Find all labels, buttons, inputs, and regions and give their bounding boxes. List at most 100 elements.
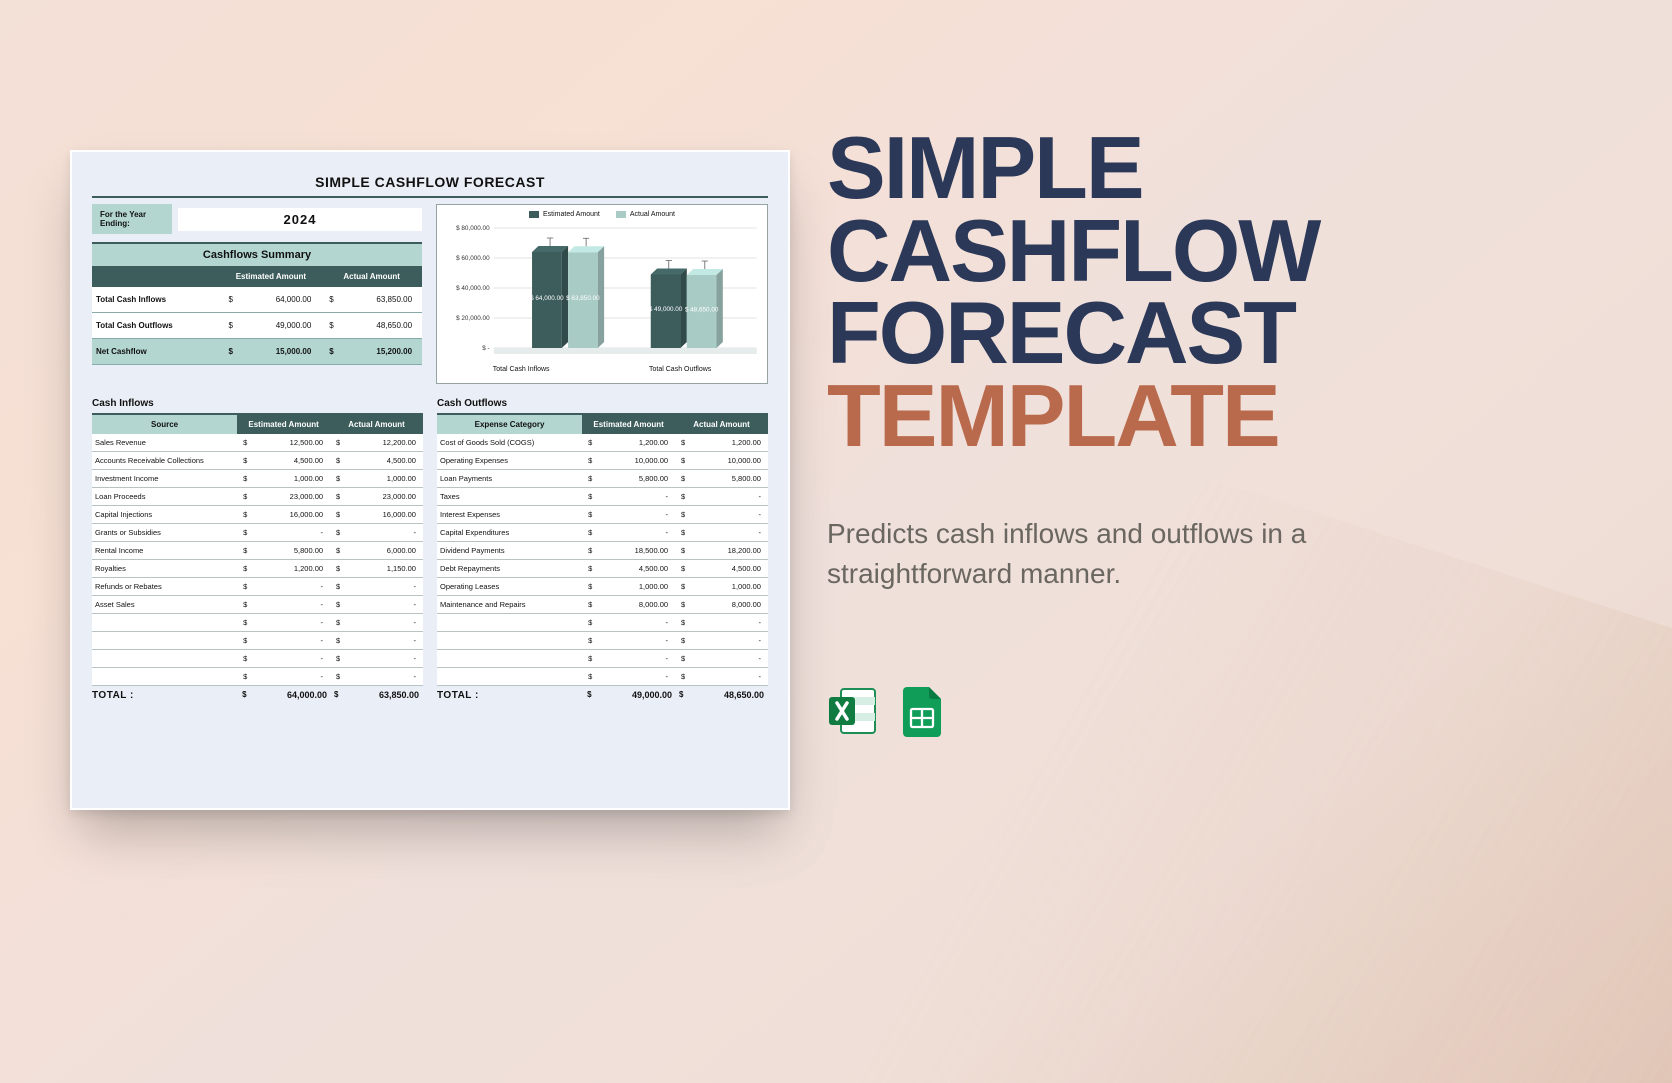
table-row: Operating Expenses$10,000.00$10,000.00 — [437, 452, 768, 470]
row-act: 6,000.00 — [340, 546, 420, 555]
table-row: Capital Expenditures$-$- — [437, 524, 768, 542]
legend-act: Actual Amount — [630, 211, 675, 218]
table-row: Refunds or Rebates$-$- — [92, 578, 423, 596]
summary-col-act: Actual Amount — [321, 266, 422, 287]
row-source — [437, 614, 582, 631]
table-row: Royalties$1,200.00$1,150.00 — [92, 560, 423, 578]
row-source — [437, 632, 582, 649]
row-est: - — [247, 582, 327, 591]
inflows-col-src: Source — [92, 415, 237, 434]
row-est: 5,800.00 — [247, 546, 327, 555]
row-est: - — [247, 636, 327, 645]
row-source: Refunds or Rebates — [92, 578, 237, 595]
svg-text:$ -: $ - — [482, 345, 489, 352]
inflows-col-est: Estimated Amount — [237, 415, 330, 434]
table-row: Accounts Receivable Collections$4,500.00… — [92, 452, 423, 470]
row-act: - — [685, 654, 765, 663]
sheet-title: SIMPLE CASHFLOW FORECAST — [92, 170, 768, 196]
outflows-total-est: 49,000.00 — [592, 690, 676, 701]
row-est: - — [592, 654, 672, 663]
row-act: - — [685, 636, 765, 645]
row-source: Debt Repayments — [437, 560, 582, 577]
row-act: - — [340, 654, 420, 663]
table-row: Interest Expenses$-$- — [437, 506, 768, 524]
title-accent: Template — [827, 375, 1567, 458]
summary-row-act: 63,850.00 — [334, 295, 418, 304]
row-source: Royalties — [92, 560, 237, 577]
row-act: 8,000.00 — [685, 600, 765, 609]
table-row: Capital Injections$16,000.00$16,000.00 — [92, 506, 423, 524]
table-row: $-$- — [92, 632, 423, 650]
row-act: - — [340, 618, 420, 627]
row-act: 10,000.00 — [685, 456, 765, 465]
inflows-table: Cash Inflows Source Estimated Amount Act… — [92, 394, 423, 701]
row-est: 1,000.00 — [247, 474, 327, 483]
row-est: 10,000.00 — [592, 456, 672, 465]
row-act: 1,000.00 — [685, 582, 765, 591]
summary-row-label: Total Cash Inflows — [92, 287, 221, 312]
table-row: $-$- — [437, 614, 768, 632]
svg-text:$ 64,000.00: $ 64,000.00 — [530, 295, 564, 302]
row-act: 1,000.00 — [340, 474, 420, 483]
row-est: 4,500.00 — [592, 564, 672, 573]
row-source: Dividend Payments — [437, 542, 582, 559]
chart-cat-1: Total Cash Outflows — [649, 366, 711, 373]
inflows-total-est: 64,000.00 — [247, 690, 331, 701]
row-est: - — [247, 528, 327, 537]
google-sheets-icon — [897, 685, 949, 737]
excel-icon — [827, 685, 879, 737]
promo-description: Predicts cash inflows and outflows in a … — [827, 514, 1467, 595]
row-source: Capital Expenditures — [437, 524, 582, 541]
summary-column: For the Year Ending: 2024 Cashflows Summ… — [92, 204, 422, 384]
year-ending-label: For the Year Ending: — [92, 204, 172, 234]
table-row: Loan Proceeds$23,000.00$23,000.00 — [92, 488, 423, 506]
format-icons — [827, 685, 1567, 737]
row-source: Asset Sales — [92, 596, 237, 613]
summary-row-label: Total Cash Outflows — [92, 313, 221, 338]
summary-chart: Estimated Amount Actual Amount $ -$ 20,0… — [436, 204, 768, 384]
row-source: Rental Income — [92, 542, 237, 559]
row-est: - — [247, 618, 327, 627]
table-row: $-$- — [437, 668, 768, 686]
row-act: 1,150.00 — [340, 564, 420, 573]
table-row: Investment Income$1,000.00$1,000.00 — [92, 470, 423, 488]
outflows-total-label: TOTAL : — [437, 690, 584, 701]
row-est: 12,500.00 — [247, 438, 327, 447]
table-row: $-$- — [437, 632, 768, 650]
row-source: Operating Leases — [437, 578, 582, 595]
svg-text:$ 80,000.00: $ 80,000.00 — [456, 225, 490, 232]
summary-row-est: 15,000.00 — [233, 347, 317, 356]
summary-row: Total Cash Outflows$49,000.00$48,650.00 — [92, 313, 422, 339]
table-row: Grants or Subsidies$-$- — [92, 524, 423, 542]
row-source: Sales Revenue — [92, 434, 237, 451]
row-est: 1,000.00 — [592, 582, 672, 591]
row-act: - — [340, 582, 420, 591]
row-est: 8,000.00 — [592, 600, 672, 609]
row-act: - — [340, 636, 420, 645]
svg-text:$ 20,000.00: $ 20,000.00 — [456, 315, 490, 322]
table-row: Loan Payments$5,800.00$5,800.00 — [437, 470, 768, 488]
table-row: $-$- — [92, 650, 423, 668]
inflows-total-label: TOTAL : — [92, 690, 239, 701]
table-row: Rental Income$5,800.00$6,000.00 — [92, 542, 423, 560]
outflows-total-act: 48,650.00 — [684, 690, 768, 701]
row-source: Accounts Receivable Collections — [92, 452, 237, 469]
row-act: - — [340, 672, 420, 681]
sheet-preview: SIMPLE CASHFLOW FORECAST For the Year En… — [70, 150, 790, 810]
svg-text:$ 60,000.00: $ 60,000.00 — [456, 255, 490, 262]
row-est: - — [247, 672, 327, 681]
row-source — [92, 650, 237, 667]
summary-row-act: 48,650.00 — [334, 321, 418, 330]
chart-cat-0: Total Cash Inflows — [493, 366, 550, 373]
summary-col-est: Estimated Amount — [221, 266, 322, 287]
summary-row: Net Cashflow$15,000.00$15,200.00 — [92, 339, 422, 365]
summary-row-act: 15,200.00 — [334, 347, 418, 356]
row-source — [437, 668, 582, 685]
row-est: 18,500.00 — [592, 546, 672, 555]
summary-row-est: 49,000.00 — [233, 321, 317, 330]
row-act: - — [340, 528, 420, 537]
row-source: Cost of Goods Sold (COGS) — [437, 434, 582, 451]
promo-title: Simple Cashflow Forecast Template — [827, 127, 1567, 458]
row-source: Investment Income — [92, 470, 237, 487]
row-act: 4,500.00 — [340, 456, 420, 465]
